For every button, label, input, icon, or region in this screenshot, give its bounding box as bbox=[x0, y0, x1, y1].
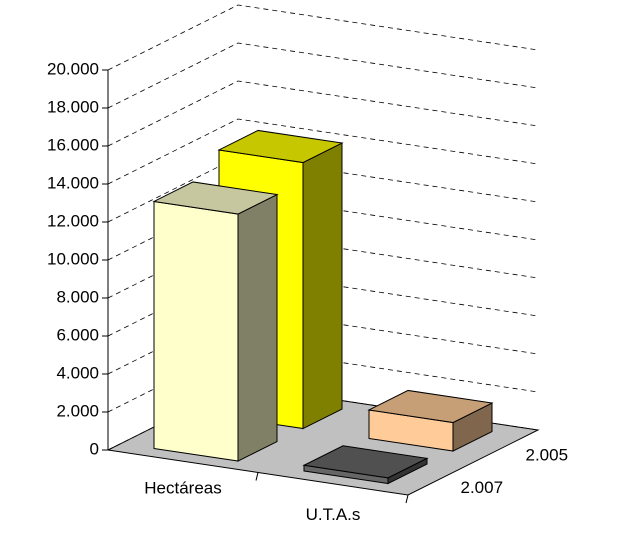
y-tick-label: 18.000 bbox=[47, 97, 99, 116]
y-tick-label: 2.000 bbox=[56, 401, 99, 420]
x-tick bbox=[405, 494, 409, 504]
y-tick-label: 0 bbox=[90, 439, 99, 458]
bar-top bbox=[217, 129, 344, 164]
y-tick-label: 16.000 bbox=[47, 135, 99, 154]
grid-line bbox=[107, 118, 539, 185]
legend-label: 2.005 bbox=[526, 446, 569, 465]
bar-top bbox=[367, 389, 494, 424]
y-tick-label: 12.000 bbox=[47, 211, 99, 230]
bar bbox=[367, 389, 494, 452]
y-tick-label: 10.000 bbox=[47, 249, 99, 268]
bar-side bbox=[302, 142, 343, 430]
bar-top bbox=[302, 445, 429, 479]
x-tick-label: U.T.A.s bbox=[306, 505, 361, 524]
grid-line bbox=[107, 42, 539, 109]
grid-line bbox=[107, 80, 539, 147]
y-tick-label: 14.000 bbox=[47, 173, 99, 192]
y-tick-label: 20.000 bbox=[47, 59, 99, 78]
bar-top bbox=[152, 181, 279, 215]
bar bbox=[152, 181, 279, 462]
y-tick-label: 6.000 bbox=[56, 325, 99, 344]
legend-label: 2.007 bbox=[461, 478, 504, 497]
y-tick-label: 4.000 bbox=[56, 363, 99, 382]
grid-line bbox=[107, 4, 539, 71]
bar bbox=[302, 445, 429, 485]
bar-front bbox=[153, 200, 239, 462]
x-tick-label: Hectáreas bbox=[144, 479, 221, 498]
bar-side bbox=[237, 193, 278, 462]
x-tick bbox=[255, 472, 259, 481]
y-tick-label: 8.000 bbox=[56, 287, 99, 306]
